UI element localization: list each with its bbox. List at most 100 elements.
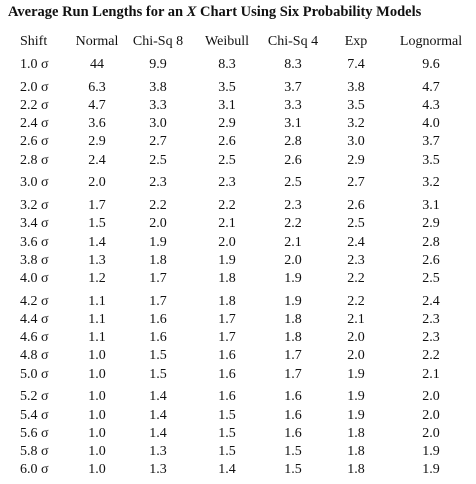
title-italic: X: [186, 4, 197, 20]
value-cell: 2.0: [422, 389, 440, 405]
value-cell: 3.2: [422, 175, 440, 191]
value-cell: 1.7: [218, 312, 236, 327]
shift-cell: 3.4 σ: [20, 216, 49, 232]
value-cell: 1.6: [218, 366, 236, 382]
value-cell: 2.2: [347, 293, 365, 309]
shift-cell: 5.2 σ: [20, 389, 49, 405]
header-cell: Chi-Sq 4: [267, 34, 319, 49]
value-cell: 1.5: [88, 216, 106, 232]
value-cell: 1.8: [284, 312, 302, 327]
value-cell: 2.2: [347, 271, 365, 286]
value-cell: 2.4: [422, 293, 440, 309]
shift-cell: 3.0 σ: [20, 175, 49, 191]
value-cell: 2.6: [347, 198, 365, 214]
value-cell: 4.7: [88, 98, 106, 113]
value-cell: 1.0: [88, 444, 106, 459]
value-cell: 1.2: [88, 271, 106, 286]
value-cell: 4.0: [422, 116, 440, 132]
value-cell: 2.5: [149, 152, 167, 168]
shift-cell: 3.2 σ: [20, 198, 49, 214]
value-cell: 44: [90, 57, 104, 72]
value-cell: 2.9: [347, 152, 365, 168]
header-cell: Lognormal: [399, 34, 463, 49]
shift-cell: 4.8 σ: [20, 348, 49, 364]
value-cell: 1.9: [422, 462, 440, 478]
value-cell: 1.0: [88, 462, 106, 478]
value-cell: 2.8: [422, 234, 440, 250]
shift-cell: 2.8 σ: [20, 152, 49, 168]
value-cell: 1.9: [347, 389, 365, 405]
header-cell: Weibull: [205, 34, 249, 49]
value-cell: 1.9: [284, 271, 302, 286]
value-cell: 2.8: [284, 134, 302, 150]
value-cell: 1.4: [88, 234, 106, 250]
value-cell: 1.0: [88, 348, 106, 364]
value-cell: 8.3: [284, 57, 302, 72]
value-cell: 1.8: [347, 425, 365, 441]
value-cell: 1.9: [284, 293, 302, 309]
shift-cell: 3.6 σ: [20, 234, 49, 250]
value-cell: 2.9: [88, 134, 106, 150]
header-cell: Shift: [20, 34, 48, 49]
value-cell: 2.1: [422, 366, 440, 382]
value-cell: 2.6: [284, 152, 302, 168]
value-cell: 2.0: [88, 175, 106, 191]
value-cell: 3.1: [218, 98, 236, 113]
value-cell: 7.4: [347, 57, 365, 72]
value-cell: 1.6: [284, 407, 302, 423]
value-cell: 2.9: [422, 216, 440, 232]
value-cell: 3.1: [284, 116, 302, 132]
value-cell: 3.1: [422, 198, 440, 214]
value-cell: 3.6: [88, 116, 106, 132]
value-cell: 3.5: [422, 152, 440, 168]
value-cell: 2.7: [149, 134, 167, 150]
value-cell: 3.2: [347, 116, 365, 132]
value-cell: 1.0: [88, 389, 106, 405]
value-cell: 9.9: [149, 57, 167, 72]
value-cell: 3.5: [347, 98, 365, 113]
value-cell: 2.5: [347, 216, 365, 232]
value-cell: 1.0: [88, 407, 106, 423]
value-cell: 1.8: [284, 330, 302, 346]
value-cell: 1.4: [149, 425, 167, 441]
value-cell: 1.8: [149, 252, 167, 268]
value-cell: 1.6: [218, 348, 236, 364]
value-cell: 4.7: [422, 79, 440, 95]
value-cell: 1.7: [149, 271, 167, 286]
value-cell: 2.5: [218, 152, 236, 168]
shift-cell: 2.4 σ: [20, 116, 49, 132]
header-cell: Normal: [75, 34, 119, 49]
value-cell: 3.0: [347, 134, 365, 150]
value-cell: 2.2: [218, 198, 236, 214]
value-cell: 2.3: [284, 198, 302, 214]
value-cell: 1.4: [218, 462, 236, 478]
value-cell: 3.5: [218, 79, 236, 95]
value-cell: 2.3: [149, 175, 167, 191]
value-cell: 1.8: [218, 271, 236, 286]
value-cell: 1.5: [218, 407, 236, 423]
shift-cell: 5.4 σ: [20, 407, 49, 423]
shift-cell: 2.0 σ: [20, 79, 49, 95]
shift-cell: 3.8 σ: [20, 252, 49, 268]
value-cell: 1.8: [347, 444, 365, 459]
value-cell: 2.0: [218, 234, 236, 250]
value-cell: 1.7: [284, 348, 302, 364]
value-cell: 3.8: [149, 79, 167, 95]
value-cell: 1.7: [88, 198, 106, 214]
value-cell: 2.1: [284, 234, 302, 250]
value-cell: 1.9: [218, 252, 236, 268]
value-cell: 2.0: [422, 425, 440, 441]
value-cell: 1.5: [218, 444, 236, 459]
shift-cell: 4.6 σ: [20, 330, 49, 346]
value-cell: 1.5: [149, 348, 167, 364]
value-cell: 2.1: [347, 312, 365, 327]
value-cell: 2.0: [284, 252, 302, 268]
value-cell: 3.7: [422, 134, 440, 150]
header-cell: Chi-Sq 8: [132, 34, 184, 49]
value-cell: 8.3: [218, 57, 236, 72]
shift-cell: 4.2 σ: [20, 293, 49, 309]
value-cell: 2.2: [284, 216, 302, 232]
value-cell: 9.6: [422, 57, 440, 72]
title: Average Run Lengths for an X Chart Using…: [8, 4, 421, 21]
